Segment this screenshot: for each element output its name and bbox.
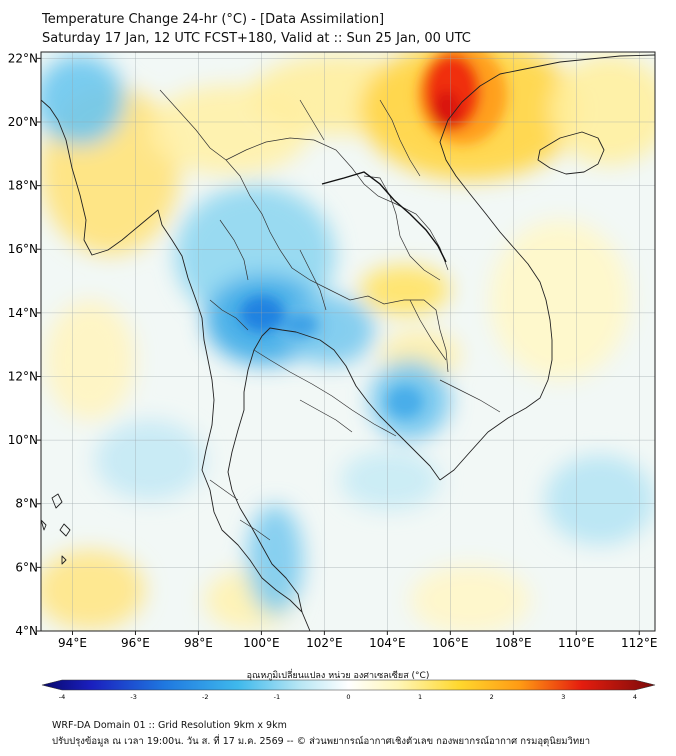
- lat-tick-label: 6°N: [15, 560, 38, 574]
- footer-model-info: WRF-DA Domain 01 :: Grid Resolution 9km …: [52, 720, 287, 731]
- lon-tick-label: 102°E: [306, 636, 343, 650]
- colorbar-bar: [41, 679, 656, 691]
- colorbar-label: อุณหภูมิเปลี่ยนแปลง หน่วย องศาเซลเซียส (…: [246, 671, 430, 681]
- plot-frame: [40, 51, 656, 632]
- lat-lon-grid: [41, 52, 655, 631]
- lon-tick-label: 106°E: [432, 636, 469, 650]
- colorbar-tick-label: 4: [633, 693, 637, 701]
- lon-tick-label: 112°E: [621, 636, 658, 650]
- latitude-tick-labels: 4°N 6°N 8°N 10°N 12°N 14°N 16°N 18°N 20°N 22°N: [8, 51, 41, 638]
- footer-update-info: ปรับปรุงข้อมูล ณ เวลา 19:00น. วัน ส. ที่…: [52, 736, 591, 747]
- highlighted-border: [321, 171, 447, 263]
- coastlines: [41, 54, 655, 631]
- lon-tick-label: 94°E: [58, 636, 87, 650]
- colorbar-tick-label: 3: [561, 693, 565, 701]
- longitude-tick-labels: 94°E 96°E 98°E 100°E 102°E 104°E 106°E 108°E 110…: [58, 631, 658, 650]
- colorbar-tick-label: -1: [274, 693, 280, 701]
- lat-tick-label: 14°N: [8, 306, 38, 320]
- map-subtitle: Saturday 17 Jan, 12 UTC FCST+180, Valid …: [42, 31, 471, 46]
- colorbar: -4 -3 -2 -1 0 1 2 3 4: [41, 679, 656, 701]
- colorbar-tick-label: 0: [346, 693, 350, 701]
- colorbar-tick-label: -4: [59, 693, 65, 701]
- colorbar-tick-label: 1: [418, 693, 422, 701]
- lon-tick-label: 100°E: [243, 636, 280, 650]
- lon-tick-label: 96°E: [121, 636, 150, 650]
- colorbar-tick-label: 2: [490, 693, 494, 701]
- colorbar-tick-label: -3: [130, 693, 136, 701]
- lat-tick-label: 20°N: [8, 115, 38, 129]
- lat-tick-label: 12°N: [8, 369, 38, 383]
- lat-tick-label: 22°N: [8, 51, 38, 65]
- temperature-field: [41, 52, 655, 631]
- lat-tick-label: 18°N: [8, 179, 38, 193]
- lat-tick-label: 8°N: [15, 497, 38, 511]
- map-title: Temperature Change 24-hr (°C) - [Data As…: [42, 12, 385, 27]
- political-borders: [159, 89, 501, 541]
- lat-tick-label: 16°N: [8, 242, 38, 256]
- lon-tick-label: 108°E: [495, 636, 532, 650]
- colorbar-tick-labels: -4 -3 -2 -1 0 1 2 3 4: [59, 693, 637, 701]
- colorbar-tick-label: -2: [202, 693, 208, 701]
- lon-tick-label: 104°E: [369, 636, 406, 650]
- lat-tick-label: 10°N: [8, 433, 38, 447]
- lon-tick-label: 110°E: [558, 636, 595, 650]
- lat-tick-label: 4°N: [15, 624, 38, 638]
- lon-tick-label: 98°E: [184, 636, 213, 650]
